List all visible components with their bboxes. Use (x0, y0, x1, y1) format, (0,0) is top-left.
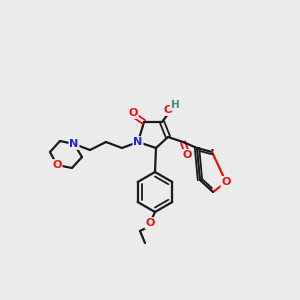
Text: H: H (171, 100, 179, 110)
Text: N: N (69, 139, 79, 149)
Text: O: O (182, 150, 192, 160)
Text: O: O (163, 105, 173, 115)
Text: O: O (221, 177, 231, 187)
Text: N: N (134, 137, 142, 147)
Text: O: O (128, 108, 138, 118)
Text: O: O (145, 218, 155, 228)
Text: O: O (52, 160, 62, 170)
